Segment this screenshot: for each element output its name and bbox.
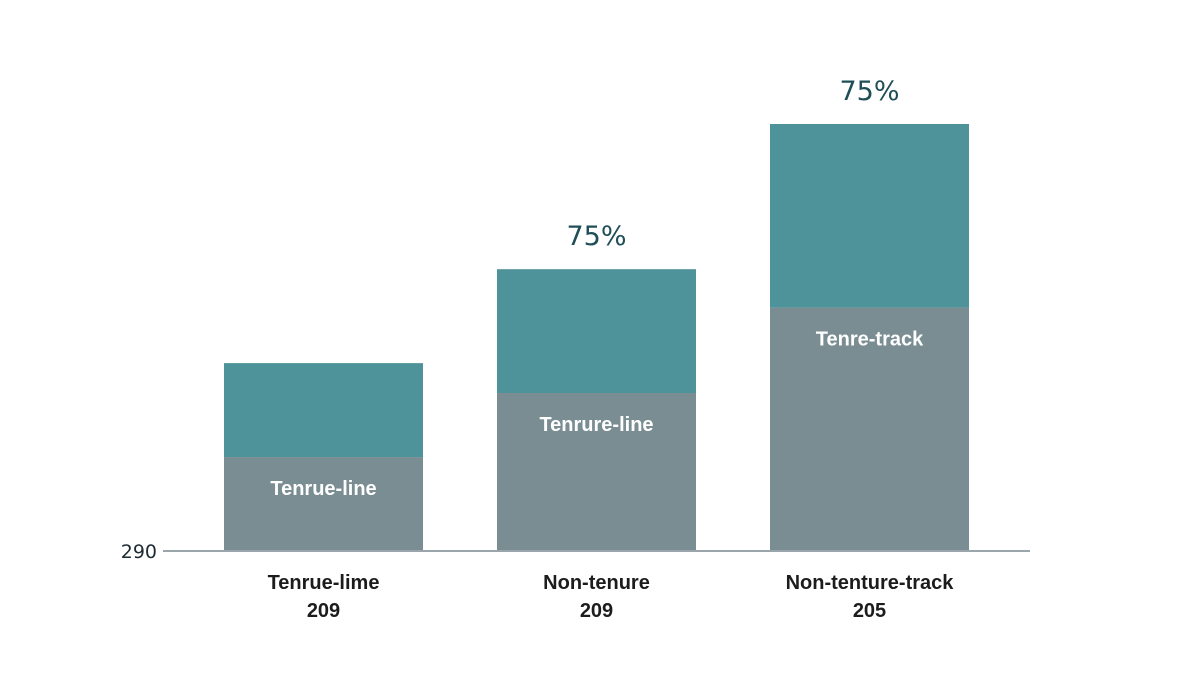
bars-group bbox=[224, 124, 969, 551]
bar-segment-1-category-1 bbox=[224, 457, 423, 551]
y-baseline-tick-label: 290 bbox=[121, 541, 157, 563]
top-labels-group: 75% 75% bbox=[566, 76, 899, 252]
bar-segment-2-category-2 bbox=[497, 269, 696, 394]
segment-label-1-category-1: Tenrue-line bbox=[270, 478, 376, 500]
bar-segment-2-category-1 bbox=[224, 363, 423, 458]
bar-top-value-label-2: 75% bbox=[566, 221, 626, 252]
bar-top-value-label-3: 75% bbox=[839, 76, 899, 107]
segment-label-1-category-3: Tenre-track bbox=[816, 329, 924, 351]
segment-labels-group: Tenrue-line Tenrure-line Tenre-track bbox=[270, 329, 924, 500]
category-count-3: 205 bbox=[853, 600, 886, 622]
category-count-2: 209 bbox=[580, 600, 613, 622]
category-label-1: Tenrue-lime bbox=[268, 572, 380, 594]
bar-segment-1-category-2 bbox=[497, 393, 696, 551]
category-labels-group: Tenrue-lime 209 Non-tenure 209 Non-tenture-t… bbox=[268, 572, 955, 622]
bar-segment-1-category-3 bbox=[770, 307, 969, 551]
segment-label-1-category-2: Tenrure-line bbox=[539, 414, 653, 436]
category-label-3: Non-tenture-track bbox=[786, 572, 955, 594]
bar-segment-2-category-3 bbox=[770, 124, 969, 308]
category-count-1: 209 bbox=[307, 600, 340, 622]
category-label-2: Non-tenure bbox=[543, 572, 650, 594]
